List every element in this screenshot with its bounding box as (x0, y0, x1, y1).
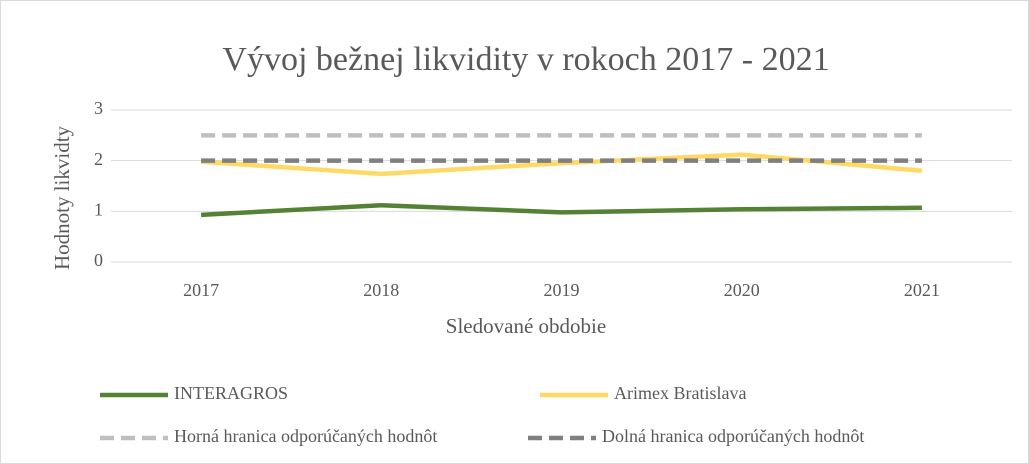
x-tick-label: 2021 (904, 280, 940, 300)
legend-label: INTERAGROS (174, 383, 288, 403)
series-line (200, 203, 922, 218)
legend-label: Dolná hranica odporúčaných hodnôt (602, 426, 864, 446)
y-tick-label: 3 (94, 98, 103, 118)
y-tick-label: 1 (94, 199, 103, 219)
legend-label: Arimex Bratislava (614, 383, 746, 403)
chart-title: Vývoj bežnej likvidity v rokoch 2017 - 2… (222, 41, 829, 78)
x-tick-label: 2019 (544, 280, 580, 300)
legend-label: Horná hranica odporúčaných hodnôt (174, 426, 437, 446)
y-tick-label: 0 (94, 250, 103, 270)
x-tick-label: 2020 (724, 280, 760, 300)
y-tick-label: 2 (94, 149, 103, 169)
x-tick-label: 2017 (183, 280, 219, 300)
x-tick-label: 2018 (363, 280, 399, 300)
y-axis-title: Hodnoty likvidty (50, 125, 74, 270)
x-axis-title: Sledované obdobie (446, 314, 606, 338)
